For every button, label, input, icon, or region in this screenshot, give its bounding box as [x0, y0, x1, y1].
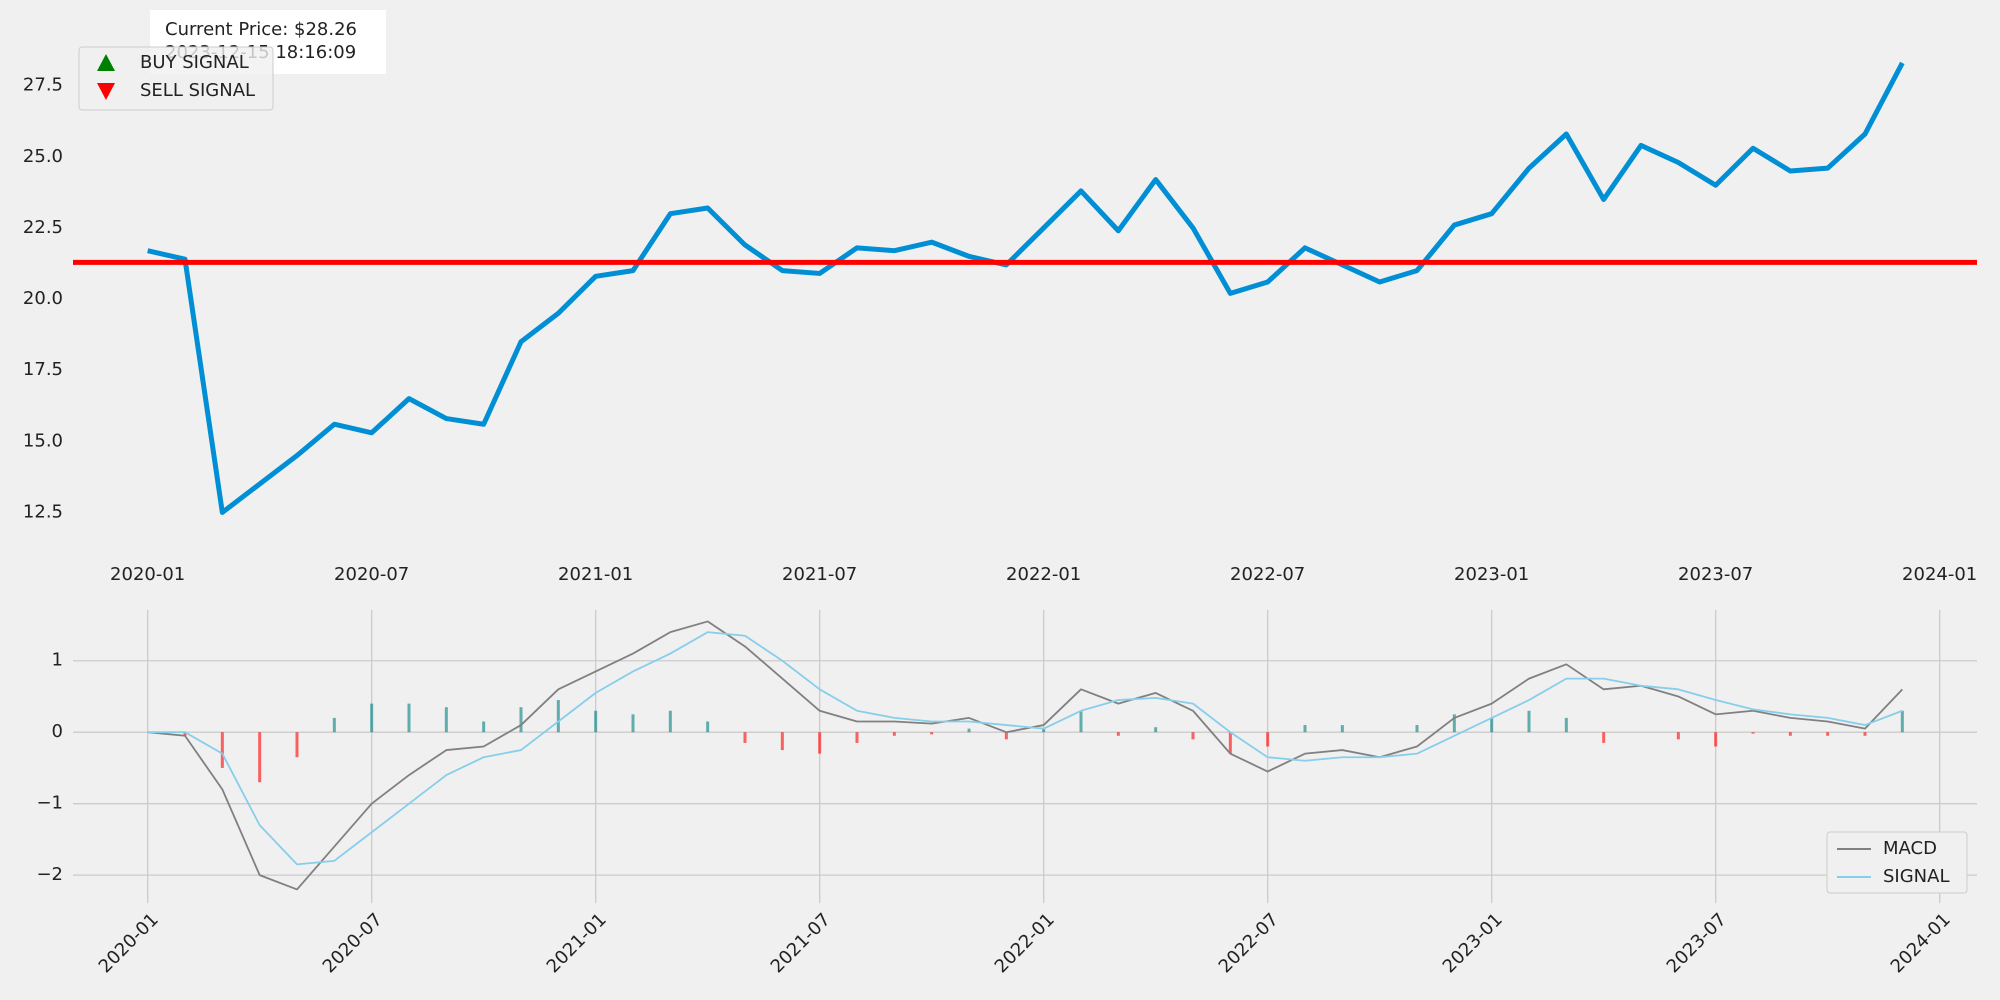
histogram-bar [967, 728, 971, 733]
histogram-bar [1004, 732, 1008, 740]
y-tick-label: 20.0 [23, 288, 63, 309]
legend-box [78, 46, 274, 111]
histogram-bar [1303, 725, 1307, 733]
series-line [147, 631, 1903, 866]
histogram-bar [594, 710, 598, 733]
y-tick-label: 17.5 [23, 359, 63, 380]
x-tick-label: 2020-01 [110, 564, 185, 585]
histogram-bar [1079, 710, 1083, 733]
x-tick-label: 2020-07 [319, 909, 387, 977]
histogram-bar [183, 732, 187, 736]
x-tick-label: 2021-07 [782, 564, 857, 585]
histogram-bar [1116, 732, 1120, 736]
y-tick-label: 25.0 [23, 146, 63, 167]
histogram-bar [370, 703, 374, 733]
x-tick-label: 2021-07 [767, 909, 835, 977]
histogram-bar [1191, 732, 1195, 740]
histogram-bar [407, 703, 411, 733]
histogram-bar [556, 700, 560, 733]
histogram-bar [1042, 728, 1046, 733]
y-tick-label: 1 [52, 650, 63, 671]
legend-label: SELL SIGNAL [140, 80, 255, 101]
y-tick-label: 15.0 [23, 430, 63, 451]
histogram-bar [668, 710, 672, 733]
legend-label: BUY SIGNAL [140, 52, 249, 73]
x-tick-label: 2020-07 [334, 564, 409, 585]
x-tick-label: 2020-01 [95, 909, 163, 977]
histogram-bar [1564, 717, 1568, 733]
x-tick-label: 2022-01 [1006, 564, 1081, 585]
legend-label: MACD [1883, 838, 1937, 859]
histogram-bar [1676, 732, 1680, 740]
y-tick-label: −1 [36, 793, 63, 814]
histogram-bar [1452, 714, 1456, 733]
x-tick-label: 2024-01 [1887, 909, 1955, 977]
histogram-bar [780, 732, 784, 751]
histogram-bar [1788, 732, 1792, 736]
histogram-bar [1340, 725, 1344, 733]
series-line [147, 620, 1903, 891]
histogram-bar [444, 707, 448, 733]
histogram-bar [1228, 732, 1232, 754]
y-tick-label: 27.5 [23, 75, 63, 96]
histogram-bar [1266, 732, 1270, 747]
x-tick-label: 2023-01 [1454, 564, 1529, 585]
price-line [147, 61, 1905, 515]
histogram-bar [1751, 732, 1755, 734]
histogram-bar [706, 721, 710, 733]
x-tick-label: 2021-01 [558, 564, 633, 585]
histogram-bar [1863, 732, 1867, 736]
y-tick-label: 22.5 [23, 217, 63, 238]
y-tick-label: 12.5 [23, 501, 63, 522]
x-tick-label: 2022-07 [1215, 909, 1283, 977]
x-tick-label: 2023-07 [1678, 564, 1753, 585]
histogram-bar [258, 732, 262, 783]
histogram-bar [1527, 710, 1531, 733]
x-tick-label: 2022-01 [991, 909, 1059, 977]
histogram-bar [1826, 732, 1830, 736]
legend-label: SIGNAL [1883, 866, 1950, 887]
histogram-bar [1154, 727, 1158, 733]
histogram-bar [892, 732, 896, 736]
histogram-bar [1602, 732, 1606, 743]
histogram-bar [1490, 717, 1494, 733]
legend-marker [97, 54, 115, 71]
legend-marker [97, 83, 115, 100]
histogram-bar [1900, 710, 1904, 733]
histogram-bar [930, 732, 934, 735]
x-tick-label: 2022-07 [1230, 564, 1305, 585]
y-tick-label: −2 [36, 864, 63, 885]
histogram-bar [631, 714, 635, 733]
histogram-bar [295, 732, 299, 758]
y-tick-label: 0 [52, 721, 63, 742]
histogram-bar [743, 732, 747, 743]
histogram-bar [482, 721, 486, 733]
histogram-bar [855, 732, 859, 743]
histogram-bar [332, 717, 336, 733]
x-tick-label: 2024-01 [1902, 564, 1977, 585]
x-tick-label: 2023-01 [1439, 909, 1507, 977]
x-tick-label: 2023-07 [1663, 909, 1731, 977]
histogram-bar [818, 732, 822, 754]
x-tick-label: 2021-01 [543, 909, 611, 977]
histogram-bar [220, 732, 224, 768]
histogram-bar [519, 707, 523, 733]
histogram-bar [1714, 732, 1718, 747]
histogram-bar [1415, 725, 1419, 733]
annotation: Current Price: $28.26 [165, 19, 357, 40]
